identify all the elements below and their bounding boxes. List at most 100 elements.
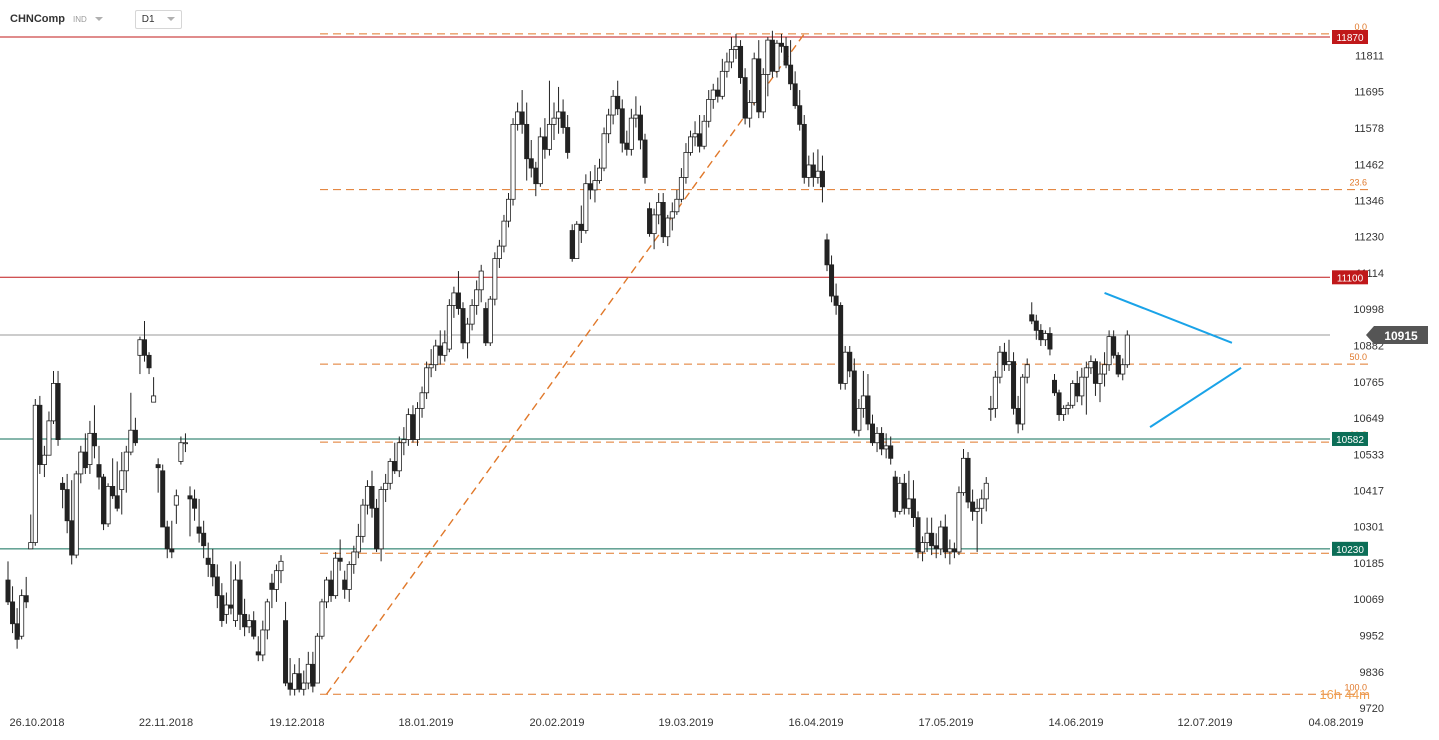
candle[interactable] — [1092, 358, 1098, 396]
candle[interactable] — [73, 470, 79, 559]
candle[interactable] — [232, 564, 238, 627]
candle[interactable] — [874, 427, 880, 453]
candle[interactable] — [1042, 330, 1048, 346]
candle[interactable] — [87, 420, 93, 474]
candle[interactable] — [719, 58, 725, 100]
candle[interactable] — [292, 664, 298, 696]
candle[interactable] — [842, 345, 848, 390]
candle[interactable] — [888, 436, 894, 465]
candle[interactable] — [123, 445, 129, 493]
candle[interactable] — [756, 40, 762, 119]
candle[interactable] — [751, 52, 757, 106]
candle[interactable] — [806, 155, 812, 187]
candle[interactable] — [724, 52, 730, 78]
candle[interactable] — [738, 40, 744, 84]
candle[interactable] — [797, 90, 803, 131]
symbol-dropdown-icon[interactable] — [94, 17, 103, 21]
candle[interactable] — [210, 548, 216, 587]
candle[interactable] — [264, 598, 270, 640]
candle[interactable] — [273, 564, 279, 602]
candle[interactable] — [378, 486, 384, 562]
candle[interactable] — [383, 473, 389, 503]
candle[interactable] — [469, 299, 475, 331]
candle[interactable] — [405, 408, 411, 446]
candle[interactable] — [692, 121, 698, 147]
candle[interactable] — [1056, 389, 1062, 421]
candle[interactable] — [515, 102, 521, 131]
candle[interactable] — [114, 461, 120, 512]
candle[interactable] — [801, 115, 807, 184]
candle[interactable] — [223, 592, 229, 624]
candle[interactable] — [833, 283, 839, 315]
candle[interactable] — [164, 520, 170, 559]
candle[interactable] — [151, 377, 157, 403]
candle[interactable] — [37, 395, 43, 474]
candle[interactable] — [178, 436, 184, 465]
candle[interactable] — [337, 539, 343, 571]
candle[interactable] — [451, 286, 457, 318]
candle[interactable] — [742, 68, 748, 125]
candle[interactable] — [665, 214, 671, 247]
candle[interactable] — [255, 636, 261, 662]
candle[interactable] — [1001, 342, 1007, 371]
candle[interactable] — [592, 164, 598, 203]
candle[interactable] — [155, 458, 161, 493]
candle[interactable] — [860, 370, 866, 418]
candle[interactable] — [701, 115, 707, 150]
candle[interactable] — [483, 302, 489, 346]
candle[interactable] — [1120, 358, 1126, 381]
level-tag-11100[interactable]: 11100 — [1332, 270, 1368, 285]
candle[interactable] — [920, 536, 926, 562]
candle[interactable] — [396, 436, 402, 478]
candle[interactable] — [760, 68, 766, 119]
candle[interactable] — [501, 214, 507, 253]
candle[interactable] — [41, 445, 47, 478]
candle[interactable] — [428, 349, 434, 378]
candle[interactable] — [1074, 370, 1080, 403]
candle[interactable] — [965, 452, 971, 509]
candle[interactable] — [314, 633, 320, 684]
candle[interactable] — [32, 399, 38, 546]
candle[interactable] — [5, 561, 11, 606]
candle[interactable] — [101, 473, 107, 531]
candle[interactable] — [883, 433, 889, 459]
candle[interactable] — [460, 302, 466, 350]
candle[interactable] — [505, 193, 511, 228]
candle[interactable] — [205, 542, 211, 577]
candle[interactable] — [196, 498, 202, 543]
candle[interactable] — [110, 458, 116, 499]
candle[interactable] — [1083, 361, 1089, 415]
candle[interactable] — [323, 576, 329, 609]
candle[interactable] — [851, 358, 857, 434]
candle[interactable] — [583, 174, 589, 234]
candle[interactable] — [537, 127, 543, 187]
candle[interactable] — [487, 296, 493, 346]
candle[interactable] — [765, 37, 771, 97]
candle[interactable] — [510, 118, 516, 206]
candle[interactable] — [305, 651, 311, 690]
candle[interactable] — [214, 564, 220, 609]
candle[interactable] — [674, 189, 680, 215]
candle[interactable] — [1115, 352, 1121, 378]
candle[interactable] — [688, 130, 694, 156]
candle[interactable] — [55, 370, 61, 446]
candle[interactable] — [374, 498, 380, 552]
candle[interactable] — [28, 514, 34, 550]
candle[interactable] — [669, 202, 675, 231]
candle[interactable] — [619, 99, 625, 153]
candle[interactable] — [1011, 352, 1017, 415]
candle[interactable] — [146, 352, 152, 375]
candle[interactable] — [141, 321, 147, 362]
candle[interactable] — [392, 442, 398, 474]
candle[interactable] — [242, 598, 248, 637]
candle[interactable] — [333, 551, 339, 599]
candle[interactable] — [137, 336, 143, 375]
candle[interactable] — [542, 118, 548, 159]
candle[interactable] — [865, 374, 871, 431]
candle[interactable] — [283, 601, 289, 687]
candle[interactable] — [1124, 330, 1130, 368]
candle[interactable] — [951, 542, 957, 559]
candle[interactable] — [597, 158, 603, 184]
candle[interactable] — [169, 520, 175, 559]
candle[interactable] — [182, 433, 188, 453]
